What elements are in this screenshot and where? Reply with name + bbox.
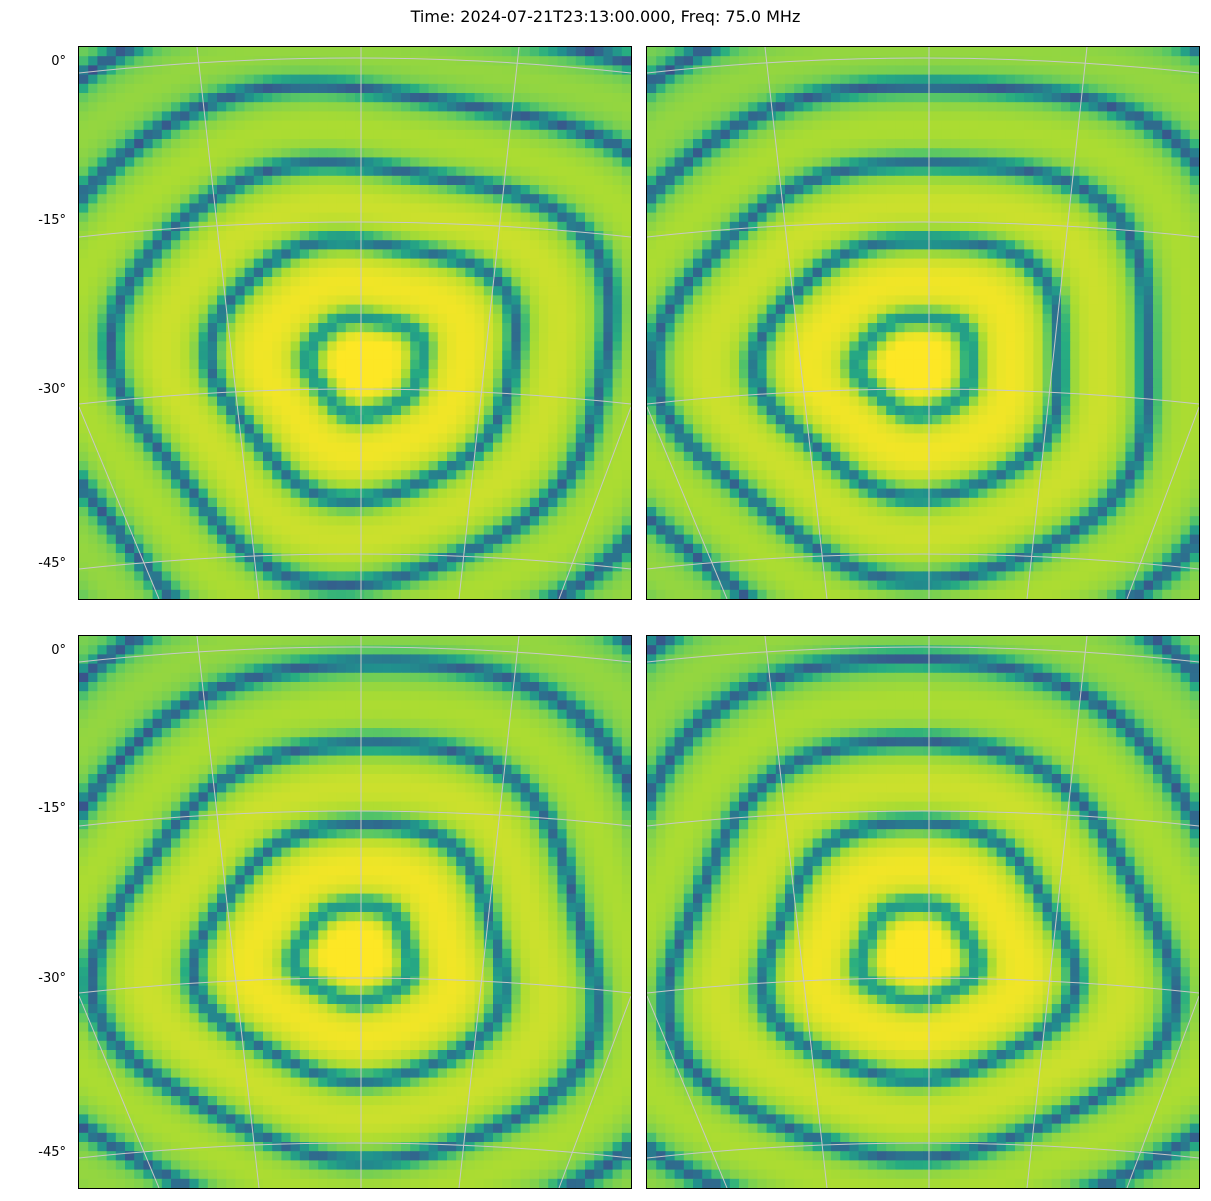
ytick-label: -45° <box>38 556 66 571</box>
heatmap-panel-bottom-right <box>646 635 1200 1189</box>
grid-line <box>647 57 1199 74</box>
grid-line <box>1026 47 1088 599</box>
grid-line <box>458 47 520 599</box>
grid-line <box>79 57 631 74</box>
grid-line <box>196 636 260 1188</box>
ytick-label: -15° <box>38 801 66 816</box>
grid-line <box>79 553 631 570</box>
heatmap-panel-bottom-left <box>78 635 632 1189</box>
ytick-label: -30° <box>38 971 66 986</box>
grid-line <box>458 636 520 1188</box>
heatmap-svg <box>647 636 1199 1188</box>
grid-line <box>79 810 631 827</box>
grid-line <box>647 1142 1199 1159</box>
grid-line <box>647 553 1199 570</box>
grid-line <box>79 221 631 238</box>
grid-line <box>79 977 631 994</box>
grid-line <box>558 995 631 1188</box>
grid-line <box>647 977 1199 994</box>
ytick-label: -15° <box>38 213 66 228</box>
grid-line <box>647 221 1199 238</box>
heatmap-svg <box>79 47 631 599</box>
grid-line <box>647 388 1199 405</box>
ytick-label: 0° <box>51 643 66 658</box>
ytick-label: 0° <box>51 54 66 69</box>
grid-line <box>79 646 631 663</box>
grid-line <box>79 1142 631 1159</box>
ytick-label: -45° <box>38 1145 66 1160</box>
grid-line <box>1126 406 1199 599</box>
heatmap-panel-top-left <box>78 46 632 600</box>
grid-line <box>196 47 260 599</box>
grid-line <box>1026 636 1088 1188</box>
heatmap-svg <box>647 47 1199 599</box>
grid-line <box>79 995 160 1188</box>
heatmap-panel-top-right <box>646 46 1200 600</box>
grid-line <box>79 388 631 405</box>
grid-line <box>647 995 728 1188</box>
grid-line <box>647 646 1199 663</box>
grid-line <box>558 406 631 599</box>
figure-title: Time: 2024-07-21T23:13:00.000, Freq: 75.… <box>410 7 801 26</box>
grid-line <box>764 47 828 599</box>
grid-line <box>647 406 728 599</box>
grid-line <box>79 406 160 599</box>
grid-line <box>647 810 1199 827</box>
grid-line <box>764 636 828 1188</box>
heatmap-svg <box>79 636 631 1188</box>
grid-line <box>1126 995 1199 1188</box>
ytick-label: -30° <box>38 382 66 397</box>
